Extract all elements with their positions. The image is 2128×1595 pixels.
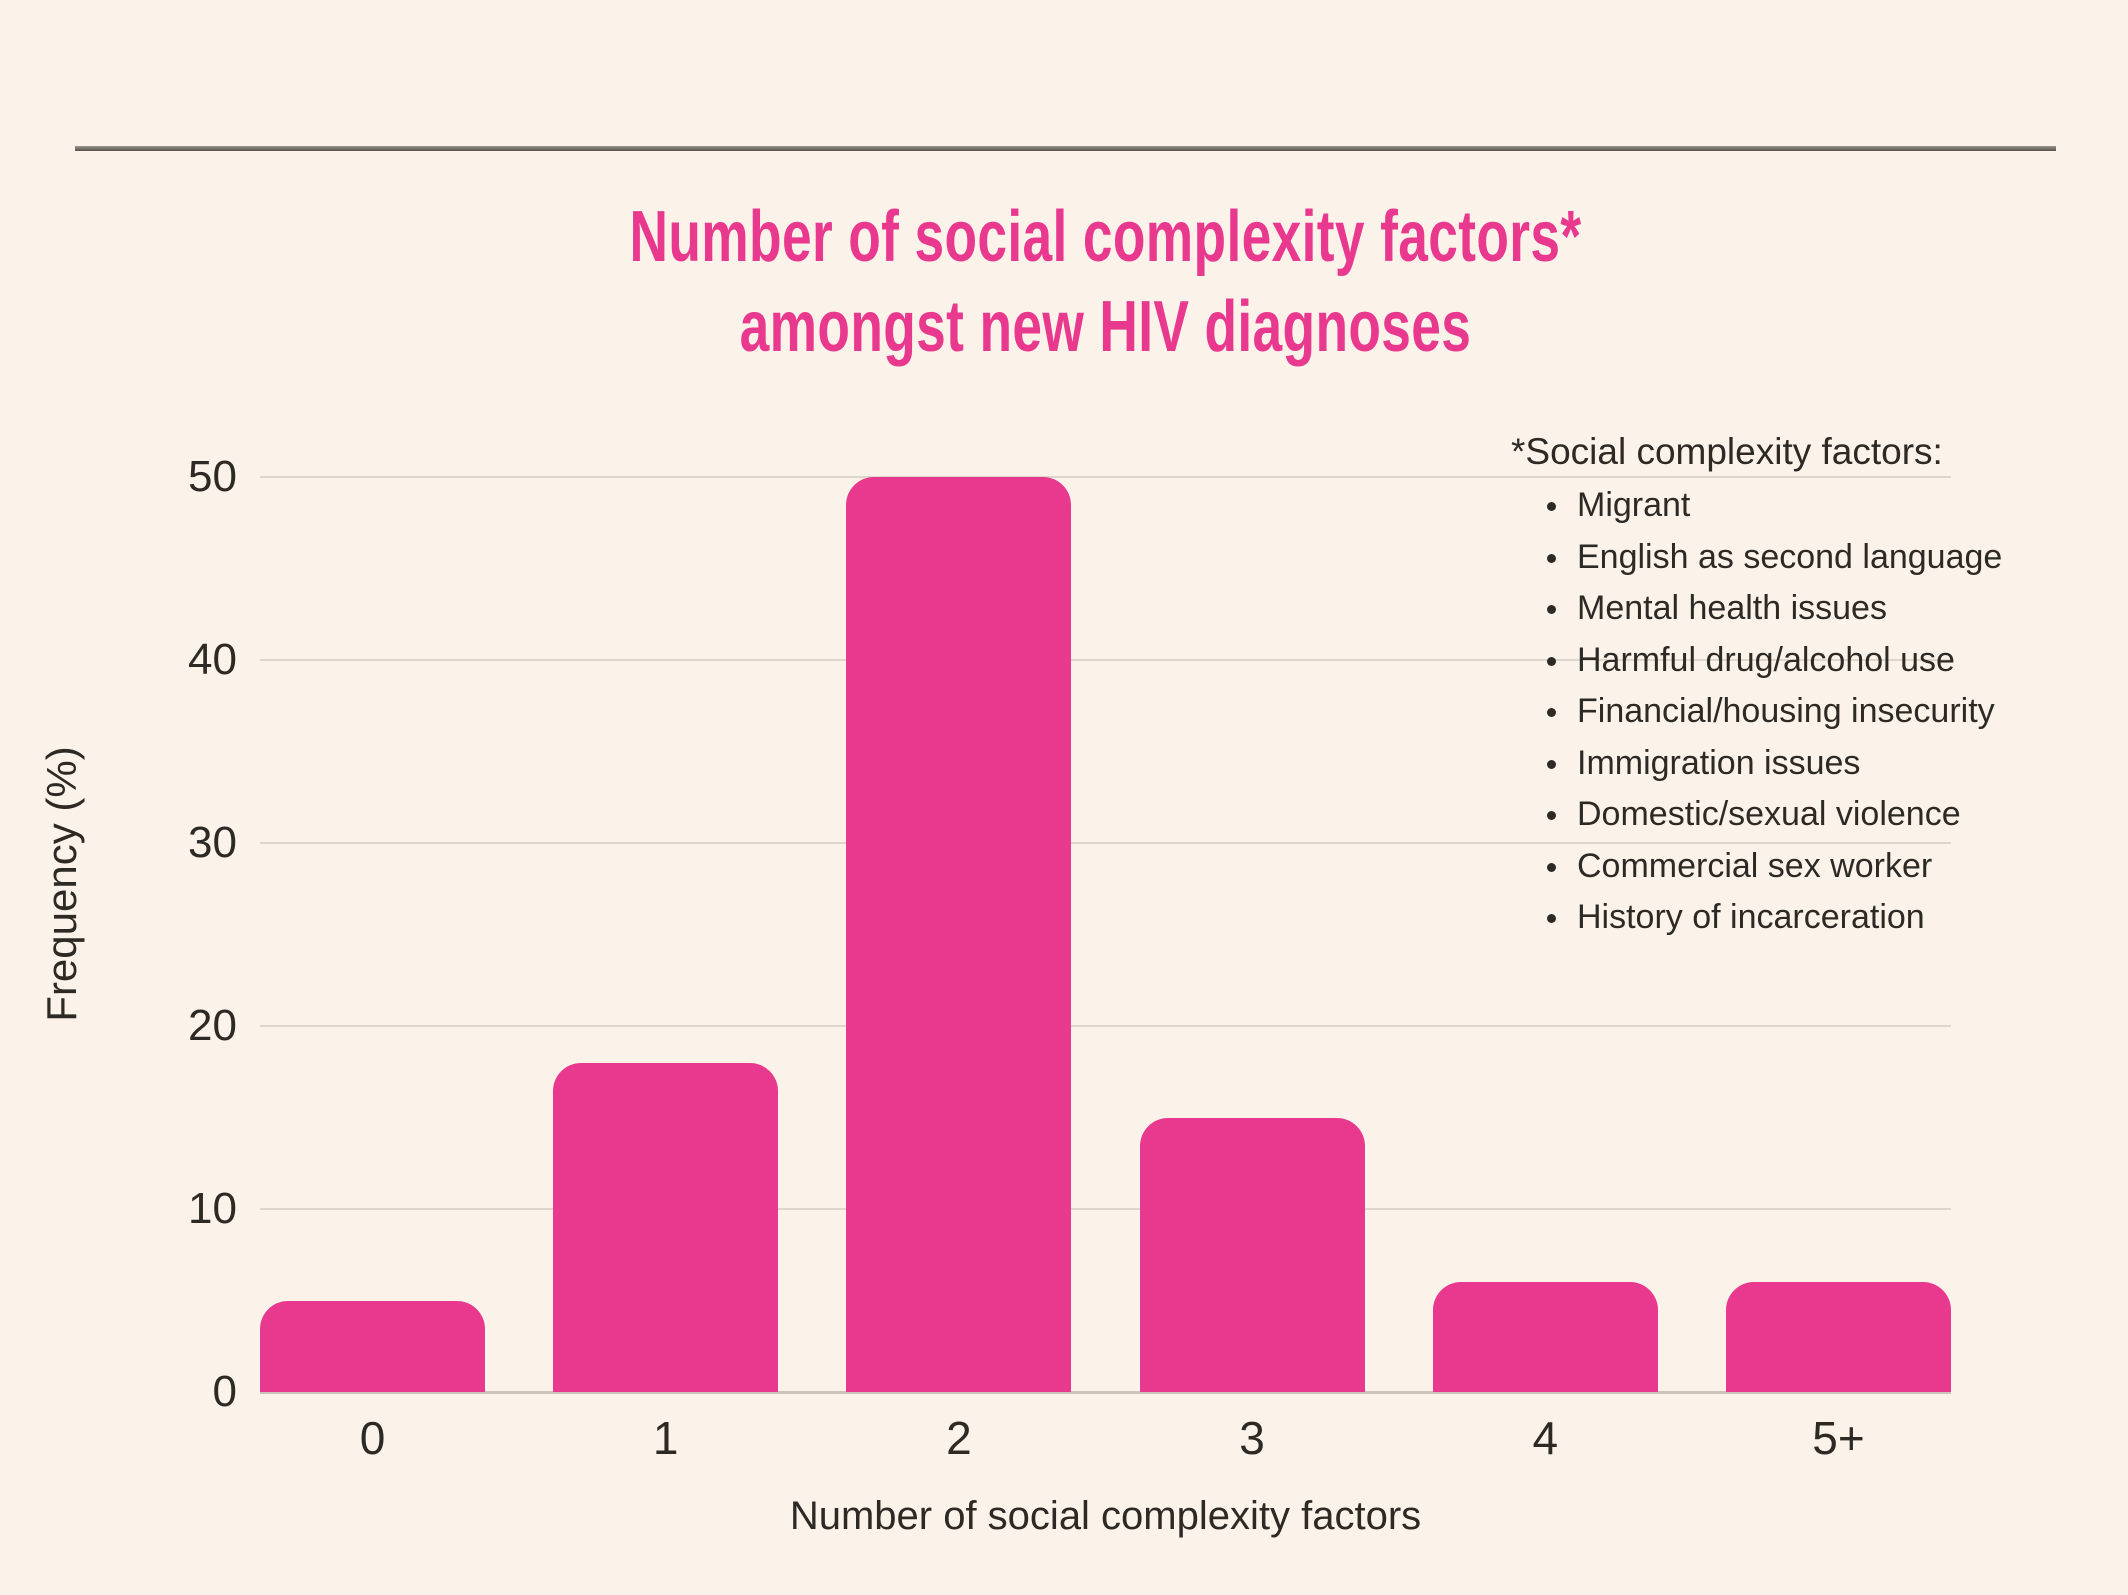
gridline-50 — [260, 476, 1951, 478]
bullet-icon — [1547, 914, 1556, 923]
x-axis-tick-label-0: 0 — [359, 1412, 386, 1464]
footnote-item: Mental health issues — [1511, 583, 2002, 635]
bar-5+ — [1726, 1282, 1951, 1392]
x-axis-line — [260, 1391, 1951, 1394]
gridline-20 — [260, 1025, 1951, 1027]
chart-title-line-2: amongst new HIV diagnoses — [739, 287, 1472, 367]
footnote-item-label: English as second language — [1577, 537, 2003, 576]
footnote-item-label: Domestic/sexual violence — [1577, 795, 1961, 833]
footnote-item: Harmful drug/alcohol use — [1511, 635, 2002, 687]
bullet-icon — [1547, 708, 1556, 717]
chart-title-line-1: Number of social complexity factors* — [629, 197, 1582, 277]
footnote-item: Migrant — [1511, 480, 2002, 532]
footnote-heading: *Social complexity factors: — [1511, 431, 1943, 472]
y-axis-tick-label-20: 20 — [188, 1001, 237, 1050]
bar-2 — [846, 477, 1072, 1392]
footnote-item: History of incarceration — [1511, 892, 2002, 944]
x-axis-tick-label-4: 4 — [1532, 1412, 1559, 1464]
x-axis-tick-label-5+: 5+ — [1812, 1412, 1865, 1464]
y-axis-tick-label-50: 50 — [188, 452, 237, 501]
footnote-item-label: Migrant — [1577, 486, 1691, 524]
bar-1 — [553, 1062, 779, 1392]
y-axis-tick-label-0: 0 — [212, 1367, 237, 1416]
footnote-item: Financial/housing insecurity — [1511, 686, 2002, 738]
footnote-item-label: History of incarceration — [1577, 898, 1925, 936]
x-axis-tick-label-2: 2 — [946, 1412, 972, 1464]
gridline-10 — [260, 1208, 1951, 1210]
y-axis-title: Frequency (%) — [38, 746, 85, 1022]
bar-3 — [1139, 1117, 1365, 1392]
x-axis-tick-label-3: 3 — [1239, 1412, 1265, 1464]
y-axis-tick-label-30: 30 — [188, 818, 237, 867]
gridline-40 — [260, 659, 1951, 661]
bullet-icon — [1547, 553, 1556, 563]
footnote-item: Commercial sex worker — [1511, 841, 2002, 893]
chart-title: Number of social complexity factors* amo… — [260, 192, 1951, 372]
footnote-item: Domestic/sexual violence — [1511, 789, 2002, 841]
footnote-item: English as second language — [1511, 532, 2002, 584]
footnote-legend: *Social complexity factors: Migrant Engli… — [1511, 430, 2002, 944]
footnote-item-label: Mental health issues — [1577, 589, 1887, 627]
footnote-list: Migrant English as second language Mental … — [1511, 480, 2002, 944]
footnote-item-label: Financial/housing insecurity — [1577, 692, 1995, 730]
bullet-icon — [1547, 656, 1556, 666]
bullet-icon — [1547, 862, 1556, 872]
gridline-30 — [260, 842, 1951, 844]
bullet-icon — [1547, 605, 1556, 614]
x-axis-title: Number of social complexity factors — [789, 1494, 1422, 1538]
y-axis-tick-label-10: 10 — [188, 1184, 237, 1233]
y-axis-tick-label-40: 40 — [188, 635, 237, 684]
x-axis-tick-label-1: 1 — [652, 1412, 679, 1464]
footnote-item-label: Immigration issues — [1577, 743, 1861, 782]
bullet-icon — [1547, 811, 1556, 820]
header-divider — [75, 146, 2056, 151]
footnote-item-label: Commercial sex worker — [1577, 846, 1933, 885]
bar-0 — [260, 1300, 485, 1392]
bullet-icon — [1547, 502, 1556, 511]
footnote-item-label: Harmful drug/alcohol use — [1577, 640, 1955, 679]
bullet-icon — [1547, 759, 1556, 769]
footnote-item: Immigration issues — [1511, 738, 2002, 790]
bar-4 — [1432, 1282, 1658, 1392]
